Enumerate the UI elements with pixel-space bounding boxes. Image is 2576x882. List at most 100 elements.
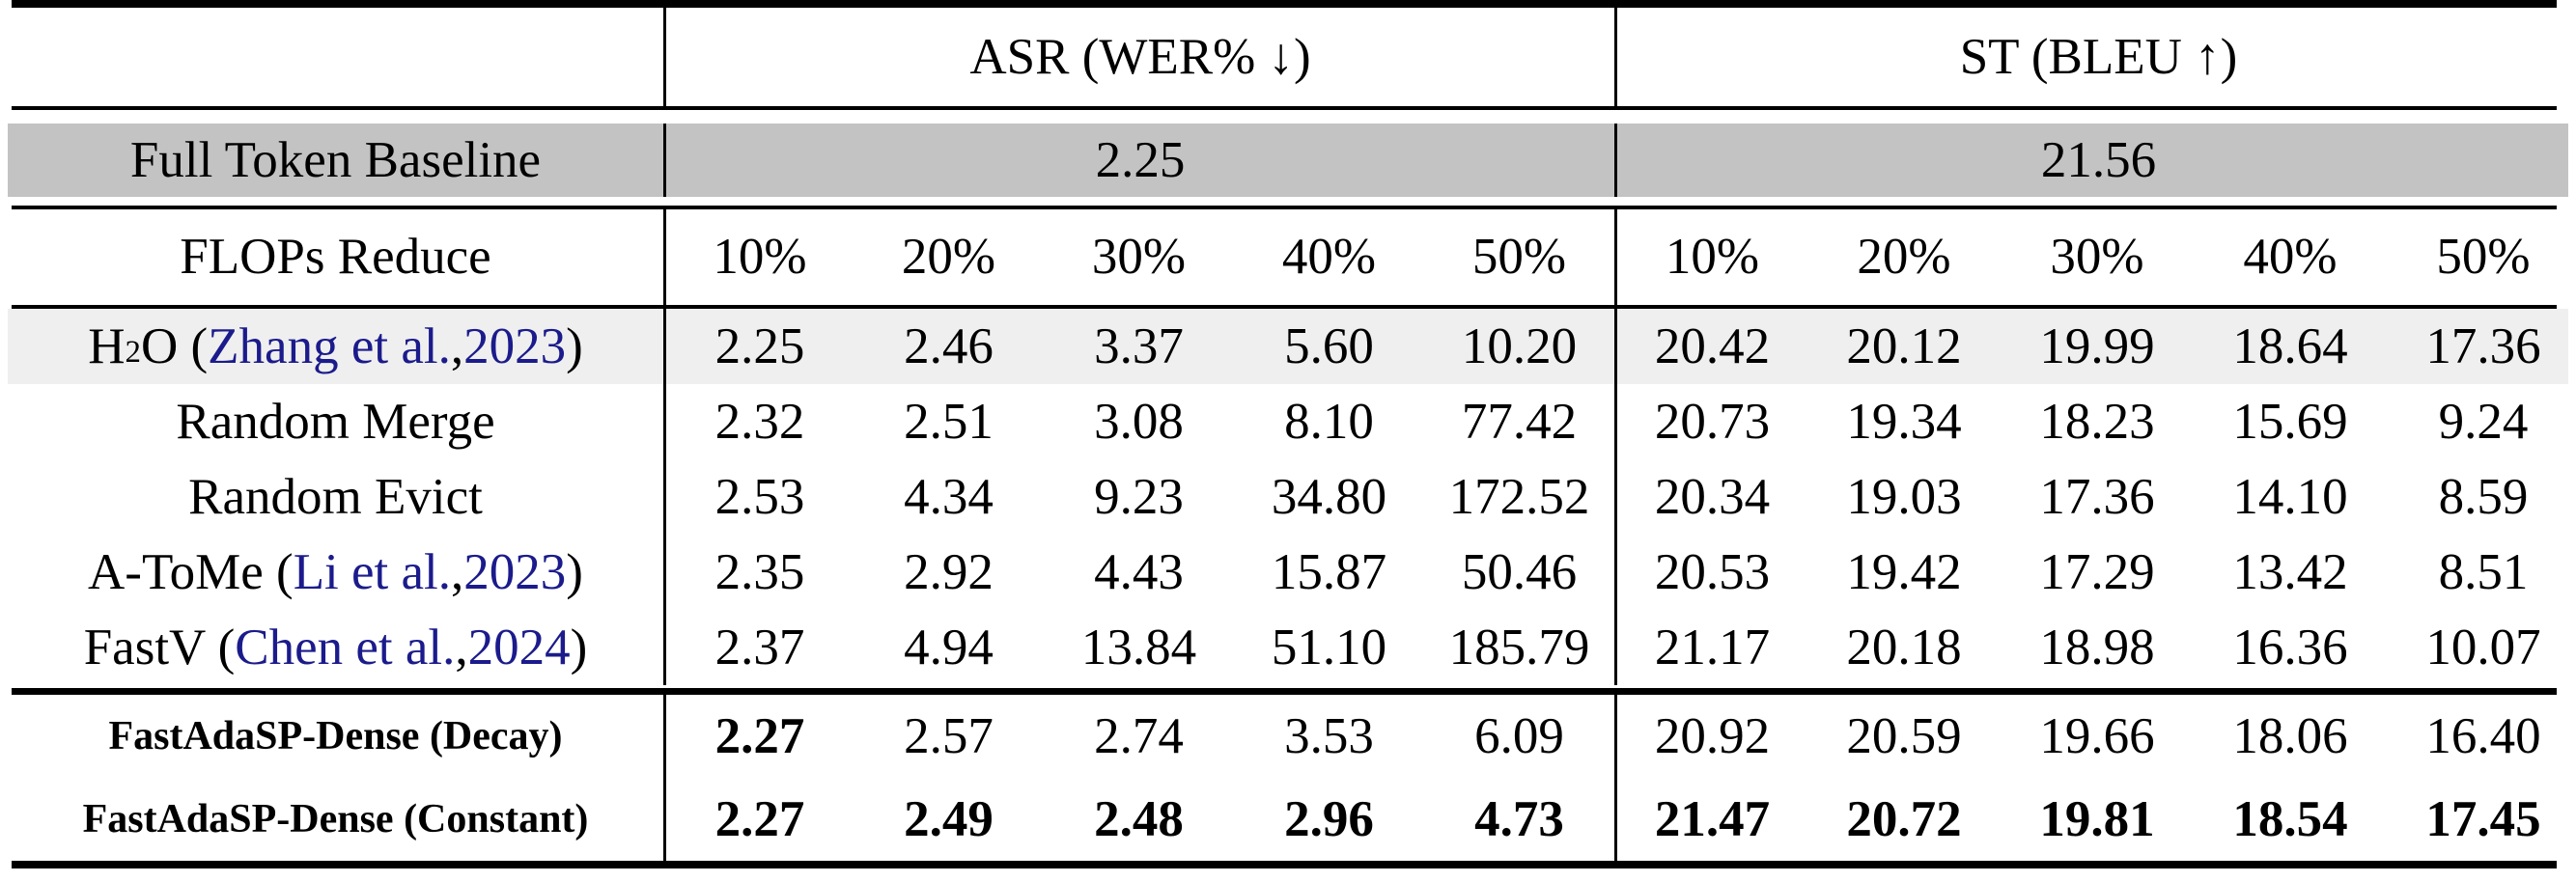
citation-link[interactable]: 2023: [463, 317, 567, 374]
value-cell: 16.40: [2425, 707, 2541, 764]
flops-percent-cell: 50%: [1471, 229, 1567, 285]
value-cell: 2.32: [663, 384, 854, 459]
method-row-a-tome: A-ToMe (Li et al., 2023) 2.35 2.92 4.43 15.8…: [8, 535, 2568, 610]
flops-percent-cell: 20%: [901, 229, 996, 285]
value-cell: 21.17: [1614, 610, 1807, 685]
label-text: ,: [450, 317, 464, 374]
method-row-random-merge: Random Merge 2.32 2.51 3.08 8.10 77.42 20.73 19…: [8, 384, 2568, 459]
value-cell: 19.99: [2039, 317, 2155, 374]
value-cell: 2.27: [663, 778, 854, 861]
flops-percent-cell: 30%: [2050, 229, 2144, 285]
value-cell: 19.42: [1846, 543, 1962, 600]
method-row-random-evict: Random Evict 2.53 4.34 9.23 34.80 172.52 20.34…: [8, 459, 2568, 535]
value-cell: 2.57: [904, 707, 994, 764]
spacer: [8, 197, 2568, 206]
flops-percent-cell: 20%: [1857, 229, 1951, 285]
value-cell: 4.43: [1094, 543, 1184, 600]
flops-percent-cell: 10%: [1614, 209, 1807, 305]
value-cell: 17.45: [2425, 790, 2541, 847]
value-cell: 50.46: [1461, 543, 1578, 600]
label-text: A-ToMe (: [88, 543, 294, 600]
flops-label: FLOPs Reduce: [180, 229, 491, 285]
value-cell: 6.09: [1474, 707, 1564, 764]
header-row: ASR (WER% ↓) ST (BLEU ↑): [8, 8, 2568, 106]
value-cell: 3.53: [1284, 707, 1374, 764]
citation-link[interactable]: 2023: [463, 543, 567, 600]
value-cell: 3.37: [1094, 317, 1184, 374]
value-cell: 2.35: [663, 535, 854, 610]
value-cell: 185.79: [1448, 619, 1590, 675]
label-text: Random Merge: [176, 393, 495, 450]
value-cell: 2.49: [904, 790, 994, 847]
value-cell: 8.51: [2438, 543, 2529, 600]
value-cell: 2.53: [663, 459, 854, 535]
label-text: Random Evict: [188, 468, 483, 525]
value-cell: 18.64: [2232, 317, 2348, 374]
value-cell: 14.10: [2232, 468, 2348, 525]
value-cell: 10.07: [2425, 619, 2541, 675]
method-label-random-merge: Random Merge: [8, 384, 663, 459]
value-cell: 19.03: [1846, 468, 1962, 525]
header-empty-cell: [8, 8, 663, 106]
value-cell: 17.29: [2039, 543, 2155, 600]
flops-percent-cell: 40%: [2243, 229, 2338, 285]
value-cell: 2.37: [663, 610, 854, 685]
value-cell: 8.59: [2438, 468, 2529, 525]
citation-link[interactable]: 2024: [467, 619, 571, 675]
flops-percent-cell: 40%: [1281, 229, 1377, 285]
value-cell: 2.92: [904, 543, 994, 600]
value-cell: 15.87: [1271, 543, 1387, 600]
ours-divider-rule: [12, 688, 2557, 695]
ours-label-fastadasp-dense-constant: FastAdaSP-Dense (Constant): [82, 797, 589, 841]
label-text: H: [88, 317, 126, 374]
value-cell: 20.53: [1614, 535, 1807, 610]
ours-row-fastadasp-dense-constant: FastAdaSP-Dense (Constant) 2.27 2.49 2.48 2.…: [8, 778, 2568, 861]
value-cell: 2.48: [1094, 790, 1184, 847]
label-text: ,: [451, 543, 464, 600]
value-cell: 8.10: [1284, 393, 1374, 450]
value-cell: 13.84: [1080, 619, 1197, 675]
value-cell: 3.08: [1094, 393, 1184, 450]
value-cell: 34.80: [1271, 468, 1387, 525]
value-cell: 17.36: [2425, 317, 2541, 374]
value-cell: 20.72: [1846, 790, 1962, 847]
spacer: [8, 110, 2568, 124]
value-cell: 9.24: [2438, 393, 2529, 450]
value-cell: 2.74: [1094, 707, 1184, 764]
value-cell: 18.54: [2232, 790, 2348, 847]
citation-link[interactable]: Zhang et al.: [208, 317, 451, 374]
value-cell: 4.34: [904, 468, 994, 525]
flops-rule: [12, 305, 2557, 309]
value-cell: 172.52: [1448, 468, 1590, 525]
flops-percent-cell: 10%: [663, 209, 854, 305]
value-cell: 17.36: [2039, 468, 2155, 525]
method-label-fastv: FastV (Chen et al., 2024): [8, 610, 663, 685]
ours-row-fastadasp-dense-decay: FastAdaSP-Dense (Decay) 2.27 2.57 2.74 3.53 6…: [8, 695, 2568, 778]
label-text: ,: [455, 619, 468, 675]
value-cell: 20.73: [1614, 384, 1807, 459]
flops-percent-cell: 50%: [2436, 229, 2531, 285]
label-text: ): [570, 619, 588, 675]
value-cell: 5.60: [1284, 317, 1374, 374]
top-rule: [12, 0, 2557, 8]
citation-link[interactable]: Li et al.: [293, 543, 452, 600]
flops-percent-cell: 30%: [1091, 229, 1187, 285]
label-text: ): [566, 543, 583, 600]
baseline-rule: [12, 206, 2557, 209]
method-row-fastv: FastV (Chen et al., 2024) 2.37 4.94 13.84 51…: [8, 610, 2568, 685]
baseline-label: Full Token Baseline: [129, 131, 542, 188]
value-cell: 20.59: [1846, 707, 1962, 764]
value-cell: 51.10: [1271, 619, 1387, 675]
value-cell: 19.34: [1846, 393, 1962, 450]
value-cell: 20.42: [1614, 309, 1807, 384]
value-cell: 2.46: [904, 317, 994, 374]
value-cell: 10.20: [1461, 317, 1578, 374]
value-cell: 2.27: [663, 695, 854, 778]
baseline-asr-value: 2.25: [663, 124, 1614, 197]
value-cell: 19.81: [2039, 790, 2155, 847]
citation-link[interactable]: Chen et al.: [235, 619, 456, 675]
value-cell: 18.23: [2039, 393, 2155, 450]
value-cell: 4.73: [1474, 790, 1564, 847]
bottom-rule: [12, 861, 2557, 868]
